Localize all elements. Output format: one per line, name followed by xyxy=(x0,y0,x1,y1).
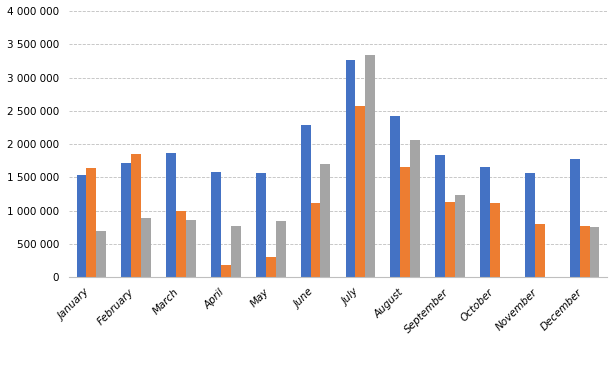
Bar xyxy=(455,195,465,277)
Bar xyxy=(141,218,151,277)
Bar xyxy=(87,168,96,277)
Bar xyxy=(77,175,87,277)
Bar xyxy=(365,55,375,277)
Bar xyxy=(410,140,420,277)
Bar xyxy=(256,173,266,277)
Bar xyxy=(435,155,445,277)
Bar xyxy=(211,172,221,277)
Bar xyxy=(525,173,535,277)
Bar xyxy=(231,226,241,277)
Bar xyxy=(301,126,311,277)
Bar xyxy=(266,257,276,277)
Bar xyxy=(400,167,410,277)
Bar xyxy=(221,264,231,277)
Bar xyxy=(589,227,599,277)
Bar xyxy=(176,211,186,277)
Bar xyxy=(570,159,580,277)
Bar xyxy=(580,226,589,277)
Bar xyxy=(96,231,106,277)
Bar xyxy=(490,203,500,277)
Bar xyxy=(311,203,321,277)
Bar xyxy=(445,202,455,277)
Bar xyxy=(356,106,365,277)
Bar xyxy=(480,167,490,277)
Bar xyxy=(321,164,330,277)
Bar xyxy=(276,221,286,277)
Bar xyxy=(122,163,131,277)
Bar xyxy=(131,154,141,277)
Bar xyxy=(186,220,196,277)
Bar xyxy=(391,116,400,277)
Bar xyxy=(535,224,545,277)
Bar xyxy=(166,153,176,277)
Bar xyxy=(346,60,356,277)
